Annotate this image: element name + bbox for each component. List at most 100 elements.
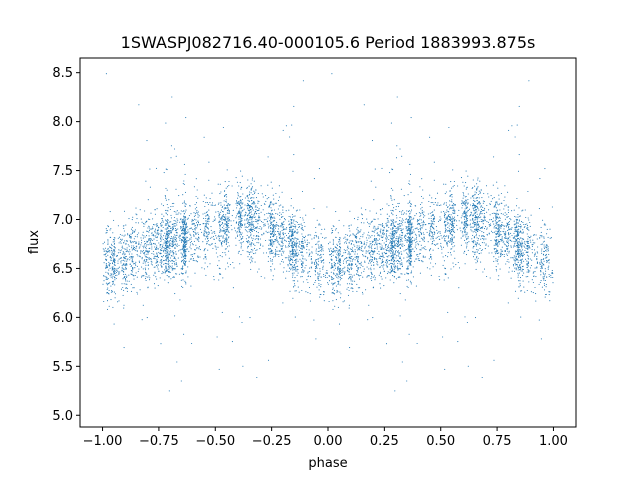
data-point (514, 250, 516, 252)
data-point (257, 238, 260, 240)
data-point (116, 268, 118, 270)
data-point (348, 252, 350, 254)
data-point (320, 233, 322, 235)
data-point (217, 203, 219, 205)
data-point (436, 192, 439, 194)
data-point (493, 231, 495, 233)
data-point (184, 191, 187, 193)
data-point (366, 276, 368, 278)
data-point (400, 228, 402, 230)
data-point (128, 253, 130, 255)
data-point (210, 229, 212, 231)
data-point (499, 220, 501, 222)
data-point (376, 244, 378, 246)
data-point (493, 223, 495, 225)
data-point (370, 246, 372, 249)
data-point (489, 203, 491, 205)
data-point (306, 245, 308, 248)
data-point (280, 222, 283, 224)
data-point (330, 267, 332, 269)
data-point (228, 210, 230, 212)
data-point (466, 215, 469, 217)
data-point (361, 214, 363, 216)
data-point (317, 276, 319, 278)
data-point (255, 209, 257, 211)
data-point (396, 255, 398, 257)
data-point (463, 223, 465, 225)
data-point (295, 290, 297, 292)
data-point (401, 361, 403, 363)
data-point (248, 225, 250, 227)
data-point (322, 267, 324, 269)
data-point (313, 263, 316, 265)
data-point (409, 259, 411, 262)
data-point (384, 246, 387, 248)
data-point (148, 258, 150, 260)
data-point (105, 228, 107, 230)
data-point (149, 168, 151, 170)
data-point (415, 238, 417, 240)
data-point (396, 237, 398, 239)
data-point (180, 241, 183, 243)
data-point (476, 188, 478, 190)
data-point (246, 195, 248, 197)
data-point (517, 245, 519, 247)
data-point (410, 258, 412, 260)
data-point (143, 235, 145, 237)
data-point (304, 225, 306, 227)
data-point (303, 236, 305, 239)
data-point (139, 255, 141, 257)
data-point (321, 228, 323, 230)
data-point (391, 263, 394, 265)
data-point (383, 285, 385, 287)
data-point (461, 201, 463, 203)
data-point (514, 215, 516, 218)
data-point (517, 255, 520, 257)
data-point (136, 291, 138, 293)
data-point (374, 168, 376, 170)
data-point (291, 249, 293, 251)
data-point (502, 230, 504, 232)
data-point (112, 241, 114, 243)
data-point (435, 226, 437, 228)
data-point (125, 273, 127, 275)
data-point (290, 230, 292, 232)
data-point (176, 245, 178, 247)
data-point (403, 250, 405, 252)
data-point (272, 220, 274, 222)
data-point (391, 260, 393, 262)
data-point (221, 256, 223, 258)
data-point (182, 236, 184, 238)
data-point (450, 254, 452, 256)
data-point (495, 212, 497, 214)
data-point (227, 224, 229, 226)
data-point (438, 204, 441, 207)
data-point (529, 267, 531, 269)
data-point (366, 275, 369, 277)
data-point (478, 224, 480, 226)
data-point (414, 205, 416, 207)
data-point (355, 241, 357, 243)
data-point (406, 252, 408, 254)
data-point (266, 221, 268, 223)
data-point (250, 244, 252, 246)
data-point (184, 263, 186, 265)
data-point (203, 230, 205, 232)
data-point (251, 259, 253, 261)
data-point (374, 226, 376, 228)
data-point (118, 300, 120, 302)
data-point (521, 270, 523, 272)
data-point (496, 201, 498, 203)
data-point (320, 261, 322, 263)
data-point (504, 218, 506, 220)
data-point (184, 219, 186, 222)
data-point (543, 273, 545, 275)
data-point (242, 237, 244, 239)
data-point (354, 245, 356, 247)
data-point (344, 266, 346, 268)
data-point (306, 252, 308, 254)
data-point (476, 220, 478, 222)
data-point (255, 235, 257, 238)
data-point (471, 230, 473, 232)
data-point (314, 281, 316, 284)
